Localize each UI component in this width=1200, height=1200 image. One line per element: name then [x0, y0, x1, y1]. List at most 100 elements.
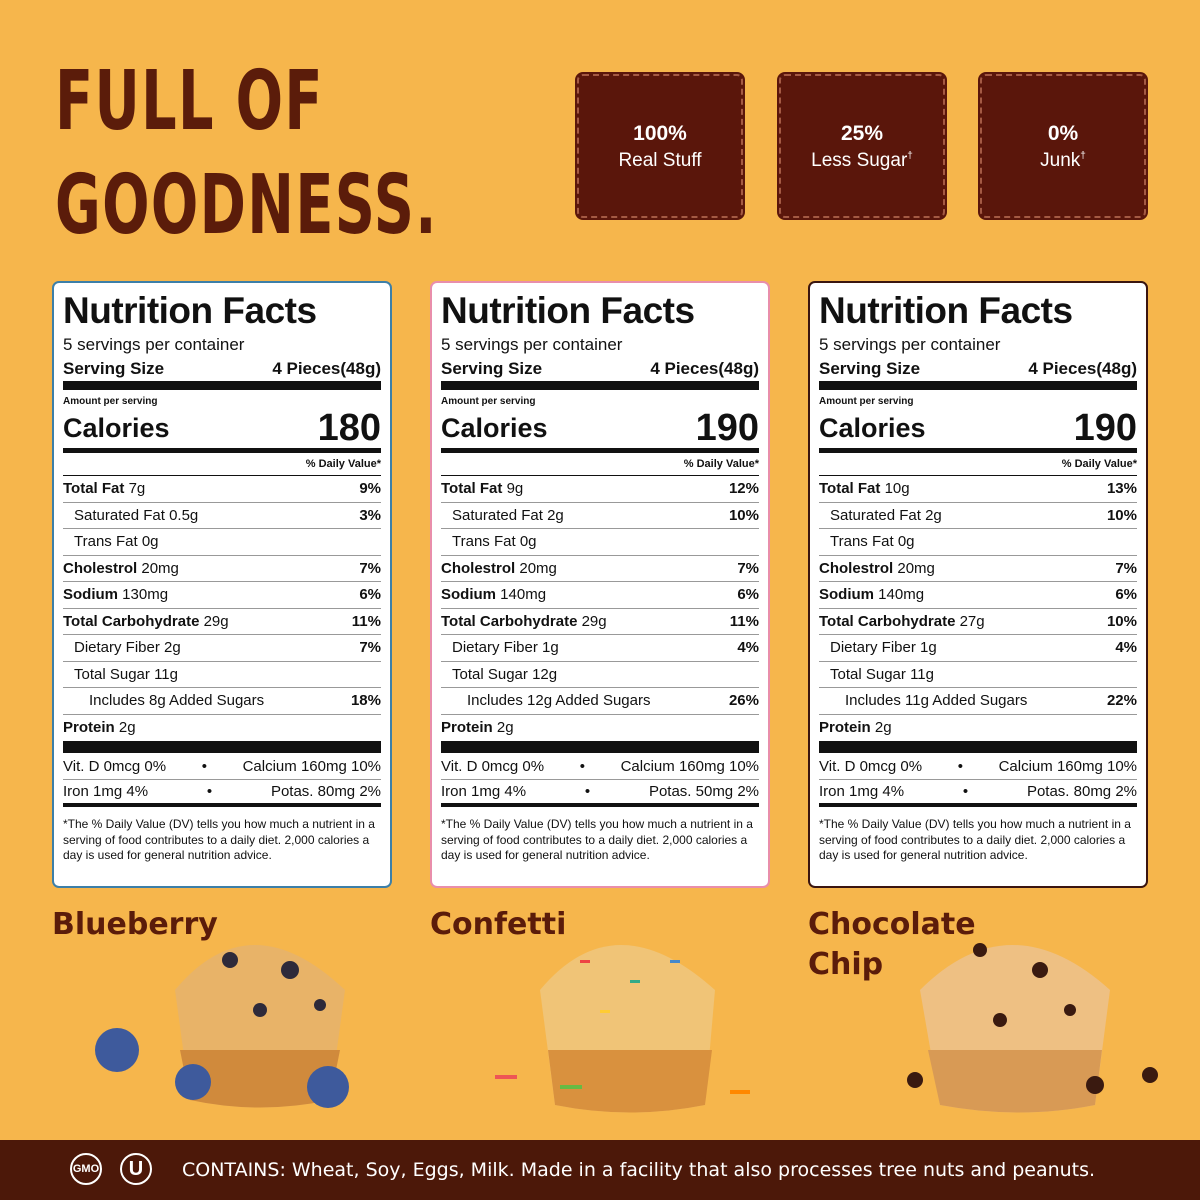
dv-header-text: % Daily Value* [683, 458, 759, 470]
nutrient-name: Total Carbohydrate [441, 612, 578, 630]
nutrient-dv: 10% [1106, 506, 1137, 524]
mineral: Vit. D 0mcg 0% [819, 757, 923, 775]
servings: 5 servings per container [441, 335, 623, 354]
nutrient-amount: 7g [128, 480, 146, 498]
mineral: Iron 1mg 4% [63, 783, 149, 800]
nutrient-name: Sodium [441, 586, 496, 604]
mineral: Iron 1mg 4% [819, 783, 905, 800]
nutrient: Protein 2g [819, 719, 892, 736]
calories-label: Calories [819, 412, 926, 443]
nutrient-name: Trans Fat [452, 533, 516, 551]
nutrient-amount: 0.5g [169, 506, 199, 524]
separator: • [206, 783, 213, 800]
mineral: Calcium 160mg 10% [998, 757, 1137, 775]
nutrition-label: Nutrition Facts 5 servings per container S… [808, 281, 1148, 888]
calories: Calories 190 [819, 407, 1137, 453]
separator: • [962, 783, 969, 800]
separator: • [579, 757, 585, 775]
nutrient-row: Trans Fat 0g [441, 529, 759, 556]
nutrient-row: Sodium 140mg 6% [819, 582, 1137, 609]
dv-header: % Daily Value* [441, 453, 759, 476]
nutrient-name: Total Sugar [74, 665, 150, 683]
nutrient-dv: 13% [1106, 480, 1137, 498]
nutrient-row: Protein 2g [441, 715, 759, 753]
nutrient-amount: 140mg [500, 586, 547, 604]
nutrient-row: Dietary Fiber 2g 7% [63, 635, 381, 662]
nutrient-dv: 7% [359, 559, 381, 577]
nutrient-name: Trans Fat [74, 533, 138, 551]
nutrient: Total Fat 9g [441, 480, 523, 497]
label-title: Nutrition Facts [819, 290, 1073, 331]
nutrient: Total Fat 10g [819, 480, 910, 497]
kosher-icon: U [120, 1153, 152, 1185]
nutrient-row: Saturated Fat 0.5g 3% [63, 503, 381, 529]
nutrient-dv: 10% [1106, 612, 1137, 630]
nutrient-dv: 7% [737, 559, 759, 577]
nutrient: Protein 2g [441, 719, 514, 736]
nutrient-name: Dietary Fiber [452, 639, 538, 657]
nutrient-name: Total Fat [819, 480, 881, 498]
nutrient: Total Fat 7g [63, 480, 145, 497]
nutrient-name: Trans Fat [830, 533, 894, 551]
mineral-row: Vit. D 0mcg 0% • Calcium 160mg 10% [819, 753, 1137, 780]
nutrient-row: Protein 2g [63, 715, 381, 753]
calories-label: Calories [441, 412, 548, 443]
mineral: Vit. D 0mcg 0% [441, 757, 545, 775]
nutrient-name: Total Fat [441, 480, 503, 498]
nutrient-amount: 2g [547, 506, 564, 524]
nutrient-dv: 7% [1115, 559, 1137, 577]
footnote: *The % Daily Value (DV) tells you how mu… [63, 817, 375, 862]
nutrient-row: Trans Fat 0g [819, 529, 1137, 556]
nutrient: Includes 12g Added Sugars [441, 692, 650, 709]
nutrient-name: Includes 8g Added Sugars [89, 692, 265, 710]
mineral-row: Vit. D 0mcg 0% • Calcium 160mg 10% [441, 753, 759, 780]
nutrient-row: Includes 12g Added Sugars 26% [441, 688, 759, 715]
serving-size: Serving Size 4 Pieces(48g) [63, 357, 381, 390]
nutrient-amount: 20mg [141, 559, 179, 577]
nutrient: Total Sugar 11g [63, 666, 178, 683]
amount-label: Amount per serving [819, 396, 914, 407]
nutrient: Saturated Fat 2g [441, 507, 564, 524]
calories: Calories 180 [63, 407, 381, 453]
separator: • [957, 757, 963, 775]
serving-size-label: Serving Size [441, 359, 543, 378]
mineral: Vit. D 0mcg 0% [63, 757, 167, 775]
nutrient-amount: 2g [118, 719, 136, 737]
separator: • [584, 783, 591, 800]
nutrient: Sodium 140mg [441, 586, 546, 603]
nutrient-row: Total Sugar 12g [441, 662, 759, 688]
serving-size: Serving Size 4 Pieces(48g) [441, 357, 759, 390]
nutrient-amount: 1g [542, 639, 559, 657]
nutrient: Total Carbohydrate 29g [63, 613, 229, 630]
dv-header: % Daily Value* [63, 453, 381, 476]
nutrient-name: Includes 12g Added Sugars [467, 692, 651, 710]
nutrient-amount: 1g [920, 639, 937, 657]
nutrient-dv: 9% [359, 480, 381, 498]
nutrient: Cholestrol 20mg [63, 560, 179, 577]
nutrient-row: Total Fat 7g 9% [63, 476, 381, 503]
nutrient: Total Sugar 11g [819, 666, 934, 683]
nutrient-amount: 0g [141, 533, 159, 551]
separator: • [201, 757, 207, 775]
nutrient-row: Total Carbohydrate 29g 11% [63, 609, 381, 635]
nutrient-dv: 6% [1115, 586, 1137, 604]
nutrient-row: Total Sugar 11g [63, 662, 381, 688]
nutrient-name: Includes 11g Added Sugars [845, 692, 1028, 710]
nutrient: Total Carbohydrate 29g [441, 613, 607, 630]
serving-size-value: 4 Pieces(48g) [1028, 359, 1137, 378]
nutrient-name: Sodium [63, 586, 118, 604]
nutrient-amount: 2g [874, 719, 892, 737]
badge: 25% Less Sugar† [777, 72, 947, 220]
nutrient-dv: 12% [728, 480, 759, 498]
nutrient-row: Dietary Fiber 1g 4% [819, 635, 1137, 662]
nutrient-name: Total Sugar [452, 665, 528, 683]
servings: 5 servings per container [63, 335, 245, 354]
badge-label: Less Sugar [811, 150, 908, 171]
amount-label: Amount per serving [63, 396, 158, 407]
mineral-row: Iron 1mg 4% • Potas. 80mg 2% [819, 780, 1137, 807]
nutrient: Cholestrol 20mg [441, 560, 557, 577]
nutrient-name: Cholestrol [63, 559, 138, 577]
nutrient: Saturated Fat 2g [819, 507, 942, 524]
nutrient: Includes 11g Added Sugars [819, 692, 1027, 709]
badge-label: Real Stuff [618, 150, 702, 171]
